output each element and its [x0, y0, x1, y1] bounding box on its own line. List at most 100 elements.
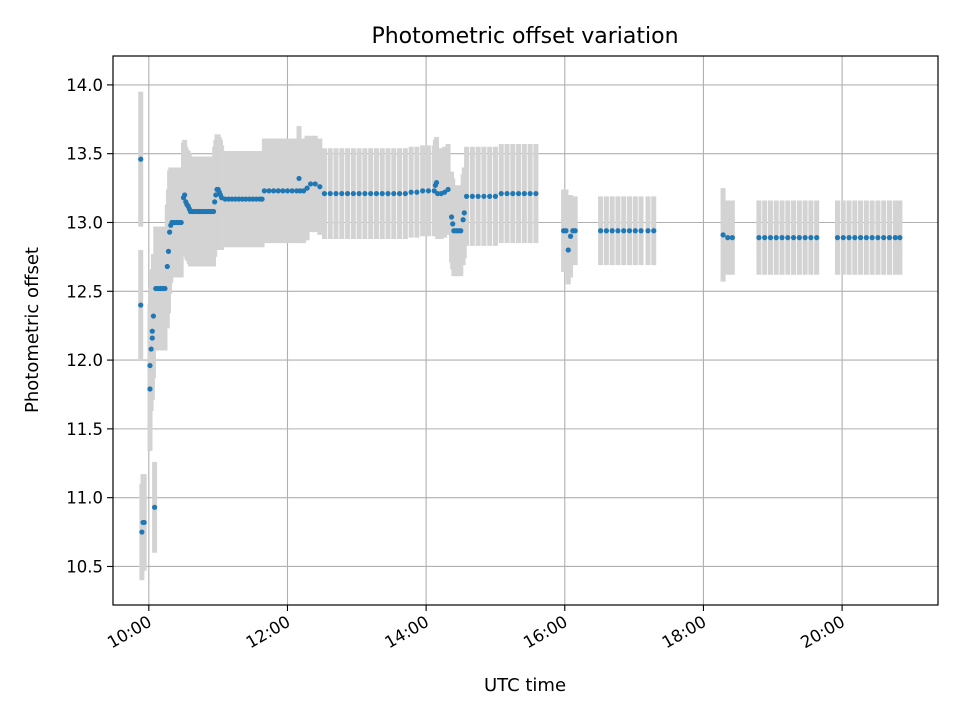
data-point [138, 156, 144, 162]
data-point [881, 235, 887, 241]
data-point [321, 190, 328, 197]
data-point [450, 221, 456, 227]
data-point [615, 228, 621, 234]
data-point [289, 188, 295, 194]
data-point [373, 190, 380, 197]
data-point [463, 193, 470, 199]
data-point [425, 188, 432, 194]
data-point [379, 190, 385, 197]
data-points [138, 156, 903, 535]
data-point [603, 228, 609, 234]
data-point [790, 235, 797, 241]
data-point [362, 190, 368, 197]
data-point [779, 235, 785, 241]
data-point [527, 190, 533, 197]
data-point [391, 190, 397, 197]
data-point [492, 193, 499, 199]
data-point [840, 235, 846, 241]
data-point [729, 235, 735, 241]
data-point [773, 235, 779, 241]
data-point [213, 192, 219, 198]
y-tick-label: 11.5 [66, 420, 103, 439]
data-point [515, 190, 522, 197]
data-point [869, 235, 875, 241]
data-point [148, 346, 154, 352]
data-point [796, 235, 802, 241]
data-point [150, 313, 157, 319]
data-point [756, 235, 762, 241]
data-point [433, 179, 440, 186]
data-point [651, 228, 657, 234]
data-point [460, 217, 466, 223]
data-point [327, 190, 333, 197]
chart-title: Photometric offset variation [371, 24, 678, 49]
y-tick-label: 12.0 [66, 351, 103, 370]
data-point [475, 193, 481, 199]
data-point [259, 196, 265, 202]
data-point [846, 235, 852, 241]
data-point [892, 235, 898, 241]
data-point [408, 189, 414, 195]
data-point [857, 235, 864, 241]
data-point [356, 190, 362, 197]
y-tick-label: 13.5 [66, 145, 103, 164]
data-point [563, 228, 569, 234]
data-point [149, 335, 155, 341]
data-point [304, 185, 310, 191]
data-point [317, 184, 323, 190]
y-tick-label: 13.0 [66, 213, 103, 232]
data-point [481, 193, 487, 199]
data-point [487, 193, 493, 199]
data-point [350, 190, 356, 197]
data-point [402, 190, 408, 197]
data-point [420, 188, 426, 194]
data-point [533, 190, 539, 197]
data-point [504, 190, 510, 197]
data-point [339, 190, 345, 197]
data-point [396, 190, 403, 197]
data-point [147, 362, 153, 369]
data-point [897, 235, 903, 241]
data-point [852, 235, 858, 241]
data-point [280, 188, 286, 194]
data-point [333, 190, 339, 197]
data-point [448, 214, 455, 220]
data-point [725, 235, 731, 241]
data-point [385, 190, 391, 197]
data-point [266, 188, 272, 194]
data-point [785, 235, 791, 241]
data-point [344, 190, 351, 197]
data-point [565, 247, 571, 253]
data-point [141, 519, 147, 526]
plot-frame [112, 55, 939, 606]
y-tick-label: 10.5 [66, 557, 103, 576]
data-point [762, 235, 768, 241]
data-point [212, 199, 218, 205]
data-point [275, 188, 281, 194]
data-point [875, 235, 881, 241]
y-tick-label: 14.0 [66, 76, 103, 95]
data-point [445, 186, 451, 193]
data-point [638, 228, 644, 234]
data-point [301, 188, 307, 194]
data-point [312, 181, 318, 187]
data-point [521, 190, 527, 197]
data-point [808, 235, 814, 241]
data-point [461, 210, 467, 216]
data-point [863, 235, 869, 241]
data-point [498, 190, 504, 197]
data-point [167, 229, 173, 235]
data-point [261, 188, 267, 194]
data-point [147, 386, 153, 392]
data-point [442, 189, 448, 195]
data-point [886, 235, 893, 241]
data-point [139, 529, 145, 535]
data-point [162, 285, 168, 292]
data-point [834, 235, 841, 241]
data-point [151, 504, 158, 510]
data-point [368, 190, 374, 197]
data-point [307, 181, 314, 187]
data-point [296, 175, 302, 182]
data-point [767, 235, 774, 241]
